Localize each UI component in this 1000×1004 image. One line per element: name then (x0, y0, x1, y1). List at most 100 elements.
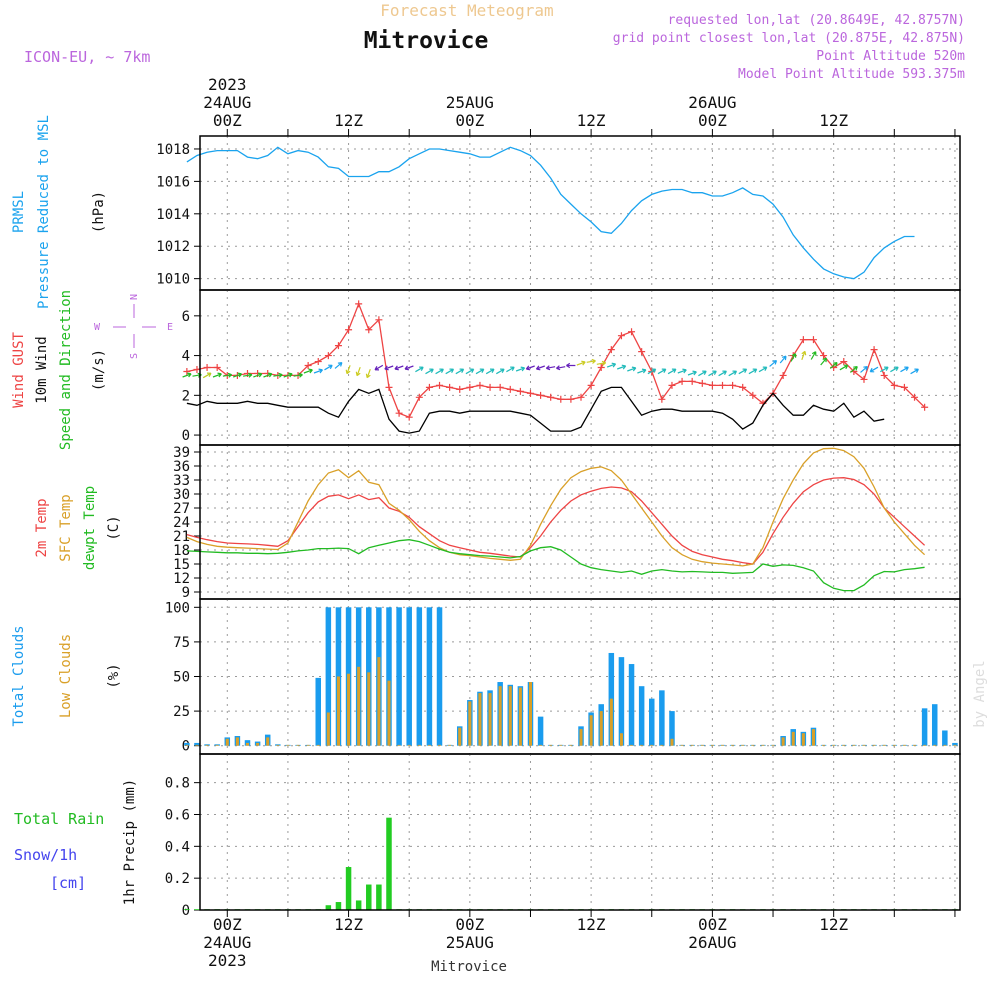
clouds-bar (852, 744, 856, 746)
wind-direction-arrow (667, 368, 677, 375)
top-time-label: 12Z (334, 111, 363, 130)
clouds-bar (923, 744, 927, 746)
wind-direction-arrow (496, 368, 505, 375)
clouds-bar (195, 744, 199, 746)
clouds-bar (801, 733, 805, 746)
clouds-bar (549, 744, 553, 746)
clouds-bar (680, 744, 684, 746)
clouds-bar (751, 744, 755, 746)
credit-text: by Angel (972, 660, 988, 727)
top-time-label: 12Z (577, 111, 606, 130)
pressure-series-line (186, 146, 915, 280)
wind-direction-arrow (627, 366, 637, 372)
wind-marker (324, 352, 332, 360)
precip-ylabel: 1hr Precip (mm) (122, 779, 138, 905)
wind-ytick-label: 2 (182, 388, 190, 404)
pressure-panel: 1010 1012 1014 1016 1018 (156, 135, 961, 291)
gust-label: Wind GUST (11, 332, 27, 408)
wind-direction-arrow (860, 366, 868, 373)
clouds-bar (609, 698, 613, 746)
clouds-bar (761, 744, 765, 746)
wind-marker (415, 393, 423, 401)
wind-direction-arrow (657, 368, 667, 375)
clouds-bar (416, 607, 423, 746)
rain-legend: Total Rain (14, 810, 104, 828)
wind-marker (921, 403, 929, 411)
wind-marker (749, 391, 757, 399)
wind-direction-arrow (566, 362, 576, 369)
wind-direction-arrow (485, 368, 495, 375)
pressure-ytick-label: 1016 (156, 174, 190, 190)
pressure-label-1: PRMSL (11, 191, 27, 233)
wind-unit: (m/s) (91, 349, 107, 391)
wind-marker (708, 381, 716, 389)
wind-direction-arrow (263, 372, 273, 378)
wind-marker (870, 346, 878, 354)
clouds-ytick-label: 75 (173, 635, 190, 651)
wind-direction-arrow (617, 364, 627, 370)
clouds-bar (508, 686, 512, 746)
wind-direction-arrow (801, 350, 807, 361)
clouds-bar (427, 744, 431, 746)
precip-bar (184, 909, 190, 910)
clouds-bar (791, 731, 795, 746)
clouds-bar (640, 744, 644, 746)
top-time-label: 26AUG (688, 93, 736, 112)
top-time-label: 2023 (208, 75, 247, 94)
wind-marker (911, 393, 919, 401)
clouds-bar (842, 744, 846, 746)
wind-direction-arrow (242, 372, 253, 378)
top-time-label: 24AUG (203, 93, 251, 112)
compass-e: E (167, 322, 173, 333)
temperature-ytick-label: 27 (173, 501, 190, 517)
clouds-bar (417, 744, 421, 746)
wind-direction-arrow (515, 366, 526, 372)
wind-direction-arrow (748, 368, 758, 375)
pressure-unit: (hPa) (91, 191, 107, 233)
wind-ytick-label: 4 (182, 349, 190, 365)
clouds-bar (731, 744, 735, 746)
clouds-bar (406, 607, 412, 746)
clouds-bar (347, 673, 351, 746)
clouds-bar (670, 738, 674, 746)
clouds-ytick-label: 0 (182, 739, 190, 755)
clouds-bar (630, 744, 634, 746)
compass-rose: W E N S (94, 294, 173, 359)
clouds-bar (862, 744, 866, 746)
wind-marker (860, 375, 868, 383)
wind-marker (496, 383, 504, 391)
wind-marker (334, 342, 342, 350)
bottom-time-label: 26AUG (688, 933, 736, 952)
clouds-bar (225, 738, 229, 746)
snow-unit-legend: [cm] (50, 874, 86, 892)
precip-bar (194, 909, 200, 910)
clouds-bar (438, 744, 442, 746)
wind-direction-arrow (790, 353, 797, 362)
precip-frame (199, 753, 961, 911)
temperature-ytick-label: 12 (173, 571, 190, 587)
clouds-bar (589, 715, 593, 746)
clouds-bar (921, 708, 928, 746)
bottom-time-label: 12Z (819, 915, 848, 934)
wind-direction-arrow (708, 370, 717, 377)
precip-panel: 0 0.2 0.4 0.6 0.8 (165, 753, 961, 919)
wind-direction-arrow (283, 372, 293, 378)
wind-direction-arrow (637, 368, 647, 374)
bottom-time-label: 25AUG (446, 933, 494, 952)
compass-w: W (94, 322, 101, 333)
wind-direction-arrow (910, 368, 919, 375)
wind-direction-arrow (758, 366, 768, 373)
clouds-bar (266, 737, 270, 746)
wind-direction-arrow (880, 366, 889, 373)
wind-marker (557, 395, 565, 403)
clouds-bar (185, 744, 189, 746)
clouds-bar (720, 744, 725, 746)
wind-marker (698, 379, 706, 387)
wind-marker (799, 336, 807, 344)
temp-unit: (C) (106, 515, 122, 540)
wind-direction-arrow (324, 364, 333, 371)
clouds-bar (377, 657, 381, 746)
precip-ytick-label: 0 (182, 903, 190, 919)
temperature-ytick-label: 36 (173, 459, 190, 475)
wind-direction-arrow (820, 357, 828, 366)
